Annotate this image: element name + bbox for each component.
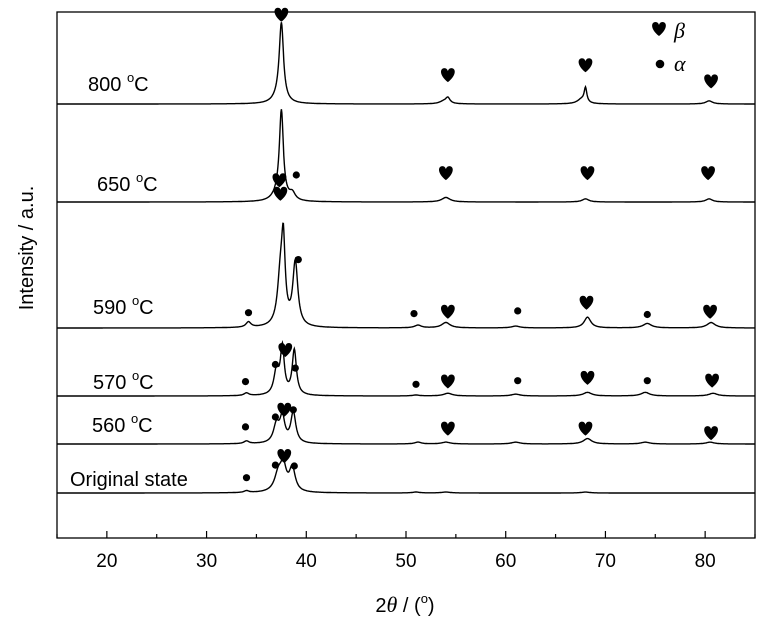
- x-tick-label: 80: [695, 551, 716, 572]
- beta-marker: [277, 402, 292, 417]
- trace-line-5: [57, 457, 755, 494]
- trace-label-650: 650 oC: [97, 170, 158, 196]
- trace-label-590: 590 oC: [93, 293, 154, 319]
- alpha-marker: [294, 256, 302, 264]
- beta-marker: [580, 166, 595, 181]
- trace-line-4: [57, 409, 755, 445]
- alpha-marker: [410, 310, 418, 318]
- beta-marker: [441, 374, 455, 389]
- trace-labels: 800 oC 650 oC 590 oC 570 oC 560 oC Origi…: [70, 70, 188, 491]
- alpha-marker: [643, 310, 651, 319]
- beta-marker: [441, 304, 455, 319]
- beta-marker: [441, 68, 455, 83]
- beta-marker: [441, 421, 455, 436]
- beta-marker: [704, 74, 718, 89]
- beta-marker: [701, 166, 715, 181]
- beta-marker: [274, 7, 289, 22]
- legend-label-beta: β: [673, 18, 685, 43]
- peak-markers: [241, 7, 719, 482]
- trace-label-800: 800 oC: [88, 70, 149, 96]
- alpha-marker: [289, 406, 297, 414]
- traces: [57, 22, 755, 494]
- x-tick-label: 70: [595, 551, 616, 572]
- beta-marker: [705, 373, 719, 388]
- alpha-marker: [271, 461, 279, 469]
- x-tick-label: 40: [296, 551, 317, 572]
- beta-marker: [704, 426, 718, 441]
- alpha-marker: [514, 307, 522, 315]
- trace-line-3: [57, 340, 755, 397]
- alpha-marker: [241, 423, 250, 431]
- beta-marker: [580, 370, 595, 385]
- alpha-marker: [412, 380, 420, 388]
- beta-marker: [578, 58, 593, 73]
- alpha-marker: [271, 360, 279, 369]
- plot-frame: [56, 11, 756, 539]
- beta-marker: [703, 304, 717, 319]
- alpha-marker: [643, 377, 651, 385]
- legend-label-alpha: α: [674, 51, 686, 76]
- beta-marker: [278, 343, 293, 357]
- trace-label-original: Original state: [70, 469, 188, 491]
- y-axis-title: Intensity / a.u.: [16, 186, 38, 311]
- x-tick-label: 50: [395, 551, 416, 572]
- beta-marker: [272, 173, 287, 188]
- alpha-marker: [244, 309, 253, 317]
- beta-marker: [439, 166, 453, 181]
- beta-marker: [273, 186, 288, 201]
- x-tick-label: 60: [495, 551, 516, 572]
- legend: β α: [652, 18, 686, 76]
- alpha-marker: [271, 413, 279, 421]
- alpha-marker: [241, 378, 250, 386]
- trace-line-2: [57, 222, 755, 329]
- beta-marker: [277, 449, 292, 463]
- beta-marker: [578, 421, 593, 436]
- x-tick-label: 30: [196, 551, 217, 572]
- alpha-marker: [292, 171, 300, 179]
- x-tick-label: 20: [96, 551, 117, 572]
- alpha-marker: [242, 474, 251, 482]
- alpha-marker: [514, 377, 522, 385]
- x-axis-ticks: 20 30 40 50 60 70 80: [56, 531, 756, 572]
- alpha-marker: [290, 462, 298, 470]
- trace-label-570: 570 oC: [93, 368, 154, 394]
- legend-dot-marker: [655, 59, 665, 69]
- trace-line-0: [57, 22, 755, 105]
- x-axis-title: 2θ / (o): [375, 591, 434, 617]
- alpha-marker: [291, 364, 299, 372]
- legend-heart-marker: [652, 22, 666, 36]
- trace-label-560: 560 oC: [92, 411, 153, 437]
- beta-marker: [579, 295, 594, 310]
- trace-line-1: [57, 109, 755, 203]
